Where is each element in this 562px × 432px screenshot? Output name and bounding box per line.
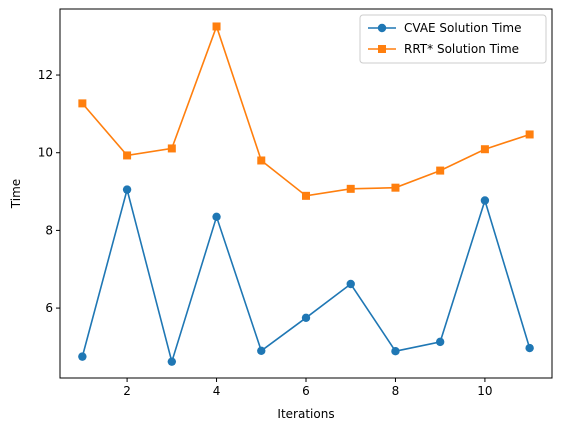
x-axis-label: Iterations bbox=[277, 407, 334, 421]
y-axis: 6 8 10 12 bbox=[38, 68, 60, 315]
legend-marker bbox=[377, 23, 387, 33]
data-point bbox=[78, 352, 87, 361]
legend: CVAE Solution Time RRT* Solution Time bbox=[359, 14, 547, 64]
legend-item: RRT* Solution Time bbox=[368, 42, 519, 56]
data-point bbox=[525, 343, 534, 353]
x-tick-label: 10 bbox=[477, 384, 492, 398]
data-point bbox=[257, 156, 266, 165]
data-point bbox=[78, 99, 87, 108]
data-point bbox=[212, 22, 221, 31]
legend-marker bbox=[378, 45, 386, 53]
x-tick-label: 2 bbox=[123, 384, 131, 398]
data-point bbox=[257, 346, 266, 356]
series-line bbox=[81, 186, 531, 365]
y-tick-label: 12 bbox=[38, 68, 53, 82]
data-point bbox=[391, 183, 400, 192]
legend-box bbox=[359, 14, 547, 64]
data-point bbox=[167, 357, 177, 366]
data-point bbox=[123, 151, 132, 160]
series-2 bbox=[78, 22, 534, 200]
y-tick-label: 8 bbox=[45, 223, 53, 237]
x-tick-label: 8 bbox=[392, 384, 400, 398]
data-point bbox=[346, 279, 355, 289]
legend-label: RRT* Solution Time bbox=[404, 42, 519, 56]
y-axis-label: Time bbox=[9, 179, 23, 209]
x-axis: 2 4 6 8 10 bbox=[123, 378, 493, 398]
data-point bbox=[302, 191, 310, 200]
data-point bbox=[525, 130, 534, 139]
data-point bbox=[122, 185, 132, 194]
data-point bbox=[436, 166, 445, 175]
data-point bbox=[212, 212, 221, 222]
series-layer bbox=[78, 22, 534, 366]
data-point bbox=[480, 196, 490, 205]
y-tick-label: 6 bbox=[45, 301, 53, 315]
legend-item: CVAE Solution Time bbox=[368, 21, 522, 35]
data-point bbox=[435, 337, 445, 347]
x-tick-label: 6 bbox=[302, 384, 310, 398]
y-tick-label: 10 bbox=[38, 146, 53, 160]
data-point bbox=[391, 346, 400, 356]
data-point bbox=[301, 313, 311, 322]
legend-label: CVAE Solution Time bbox=[404, 21, 522, 35]
data-point bbox=[167, 144, 176, 153]
series-1 bbox=[78, 185, 534, 366]
data-point bbox=[346, 184, 355, 193]
data-point bbox=[480, 145, 489, 154]
x-tick-label: 4 bbox=[213, 384, 221, 398]
